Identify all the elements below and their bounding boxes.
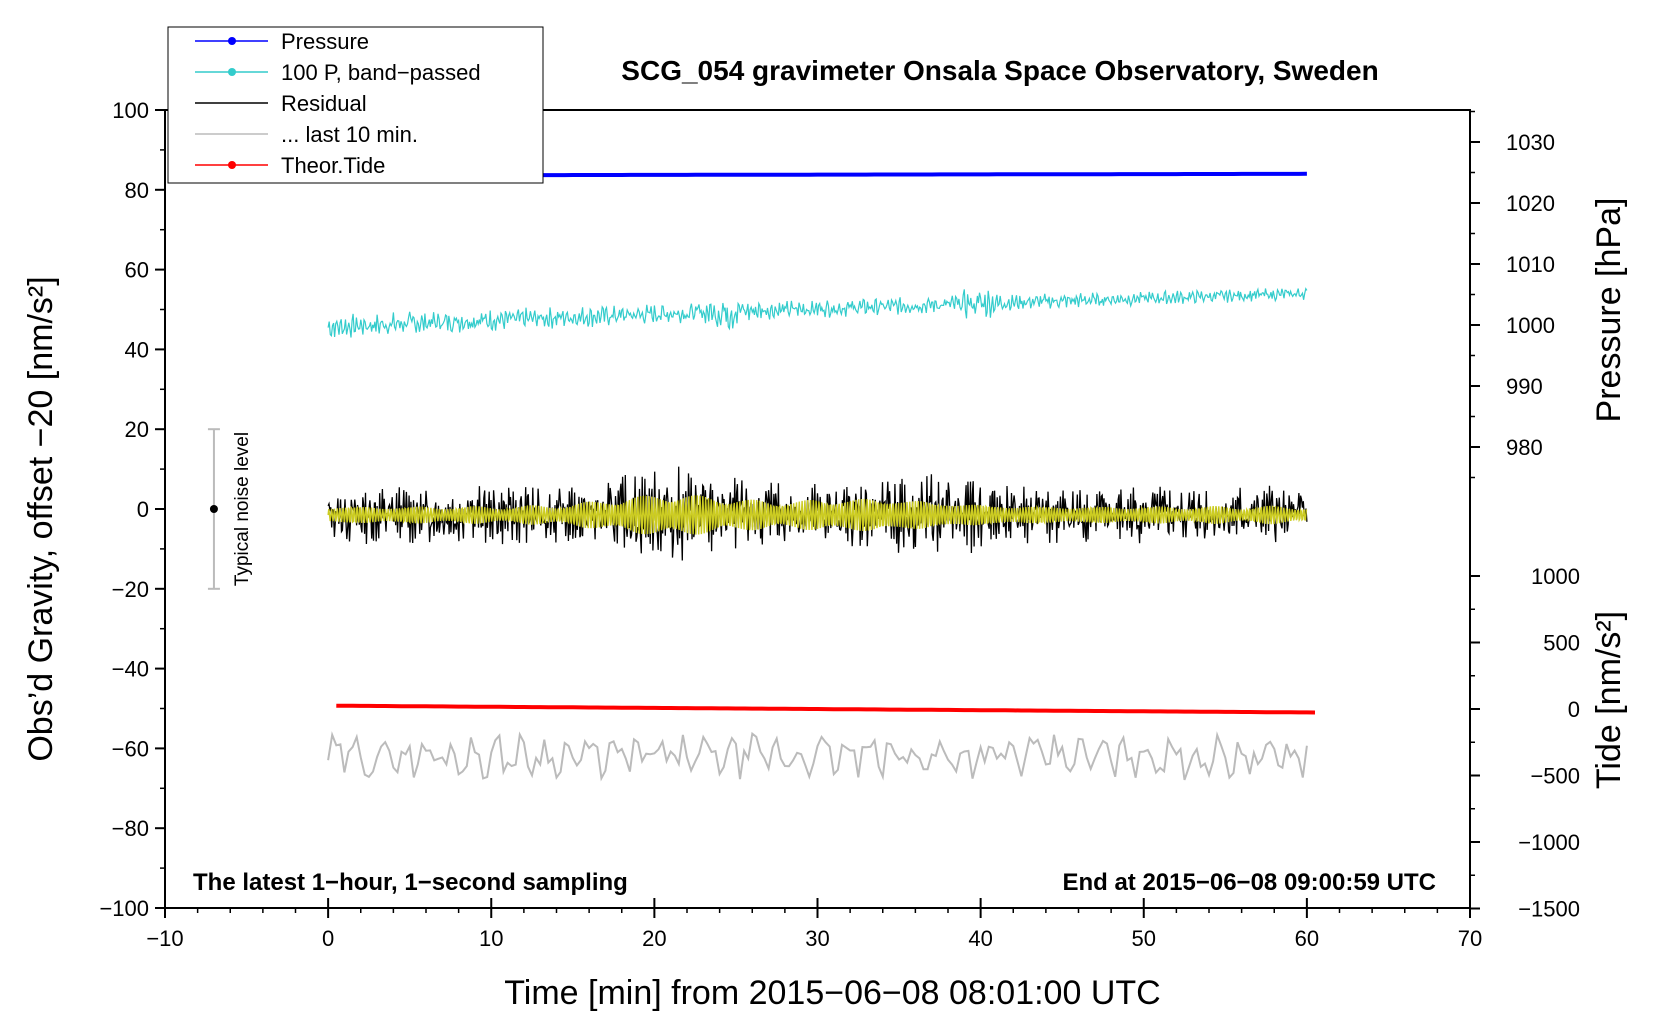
y-tick-label: −100 xyxy=(99,896,149,921)
legend-label: 100 P, band−passed xyxy=(281,60,481,85)
annotation-sampling: The latest 1−hour, 1−second sampling xyxy=(193,869,628,896)
x-tick-label: 30 xyxy=(805,926,829,951)
pressure-tick-label: 1020 xyxy=(1506,191,1555,216)
y-axis-left-title: Obs’d Gravity, offset −20 [nm/s²] xyxy=(22,276,60,761)
legend: Pressure 100 P, band−passed Residual ... la… xyxy=(167,26,544,184)
annotation-end-time: End at 2015−06−08 09:00:59 UTC xyxy=(1062,869,1436,896)
legend-swatch-marker xyxy=(228,37,236,45)
tide-tick-label: 500 xyxy=(1543,631,1580,656)
y-axis-pressure: 1030 1020 1010 1000 990 980 xyxy=(1470,110,1555,479)
x-tick-label: 20 xyxy=(642,926,666,951)
y-tick-label: 80 xyxy=(125,178,149,203)
y-tick-label: 0 xyxy=(137,497,149,522)
y-tick-label: 20 xyxy=(125,417,149,442)
noise-bar: Typical noise level xyxy=(207,428,253,590)
x-tick-label: 50 xyxy=(1132,926,1156,951)
x-tick-label: 70 xyxy=(1458,926,1482,951)
series-tide-line xyxy=(336,703,1316,715)
y-tick-label: −80 xyxy=(112,816,149,841)
series-residual-filtered-line xyxy=(327,495,1308,535)
noise-bar-dot xyxy=(209,505,218,513)
y-axis-pressure-title: Pressure [hPa] xyxy=(1590,198,1628,423)
y-tick-label: 60 xyxy=(125,258,149,283)
y-tick-label: −40 xyxy=(112,657,149,682)
x-tick-label: 60 xyxy=(1295,926,1319,951)
legend-label: ... last 10 min. xyxy=(281,122,418,147)
x-axis: −10 0 10 20 30 40 50 60 70 xyxy=(146,898,1482,951)
series-band-passed-line xyxy=(327,287,1308,338)
pressure-tick-label: 1030 xyxy=(1506,130,1555,155)
legend-swatch-marker xyxy=(228,68,236,76)
tide-tick-label: −1000 xyxy=(1518,830,1580,855)
x-axis-title: Time [min] from 2015−06−08 08:01:00 UTC xyxy=(504,974,1160,1012)
pressure-tick-label: 980 xyxy=(1506,435,1543,460)
y-tick-label: 40 xyxy=(125,337,149,362)
pressure-tick-label: 1010 xyxy=(1506,252,1555,277)
x-tick-label: 40 xyxy=(968,926,992,951)
legend-label: Pressure xyxy=(281,29,369,54)
noise-label: Typical noise level xyxy=(232,432,253,586)
y-axis-tide: 1000 500 0 −500 −1000 −1500 xyxy=(1470,564,1580,922)
legend-label: Residual xyxy=(281,91,367,116)
x-tick-label: −10 xyxy=(146,926,183,951)
pressure-tick-label: 990 xyxy=(1506,374,1543,399)
y-tick-label: 100 xyxy=(112,98,149,123)
tide-tick-label: −500 xyxy=(1530,764,1580,789)
series-layer xyxy=(327,171,1316,782)
y-tick-label: −60 xyxy=(112,736,149,761)
chart-title: SCG_054 gravimeter Onsala Space Observat… xyxy=(621,55,1378,86)
legend-swatch-marker xyxy=(228,161,236,169)
y-axis-tide-title: Tide [nm/s²] xyxy=(1590,611,1628,789)
pressure-tick-label: 1000 xyxy=(1506,313,1555,338)
series-last-10-min-line xyxy=(327,731,1308,782)
tide-tick-label: −1500 xyxy=(1518,897,1580,922)
tide-tick-label: 1000 xyxy=(1531,564,1580,589)
tide-tick-label: 0 xyxy=(1568,697,1580,722)
y-axis-left: 100 80 60 40 20 0 −20 −40 −60 −80 −100 xyxy=(99,98,165,921)
y-tick-label: −20 xyxy=(112,577,149,602)
series-residual-line xyxy=(327,466,1308,561)
x-tick-label: 10 xyxy=(479,926,503,951)
x-tick-label: 0 xyxy=(322,926,334,951)
legend-box xyxy=(167,26,544,184)
legend-label: Theor.Tide xyxy=(281,153,385,178)
